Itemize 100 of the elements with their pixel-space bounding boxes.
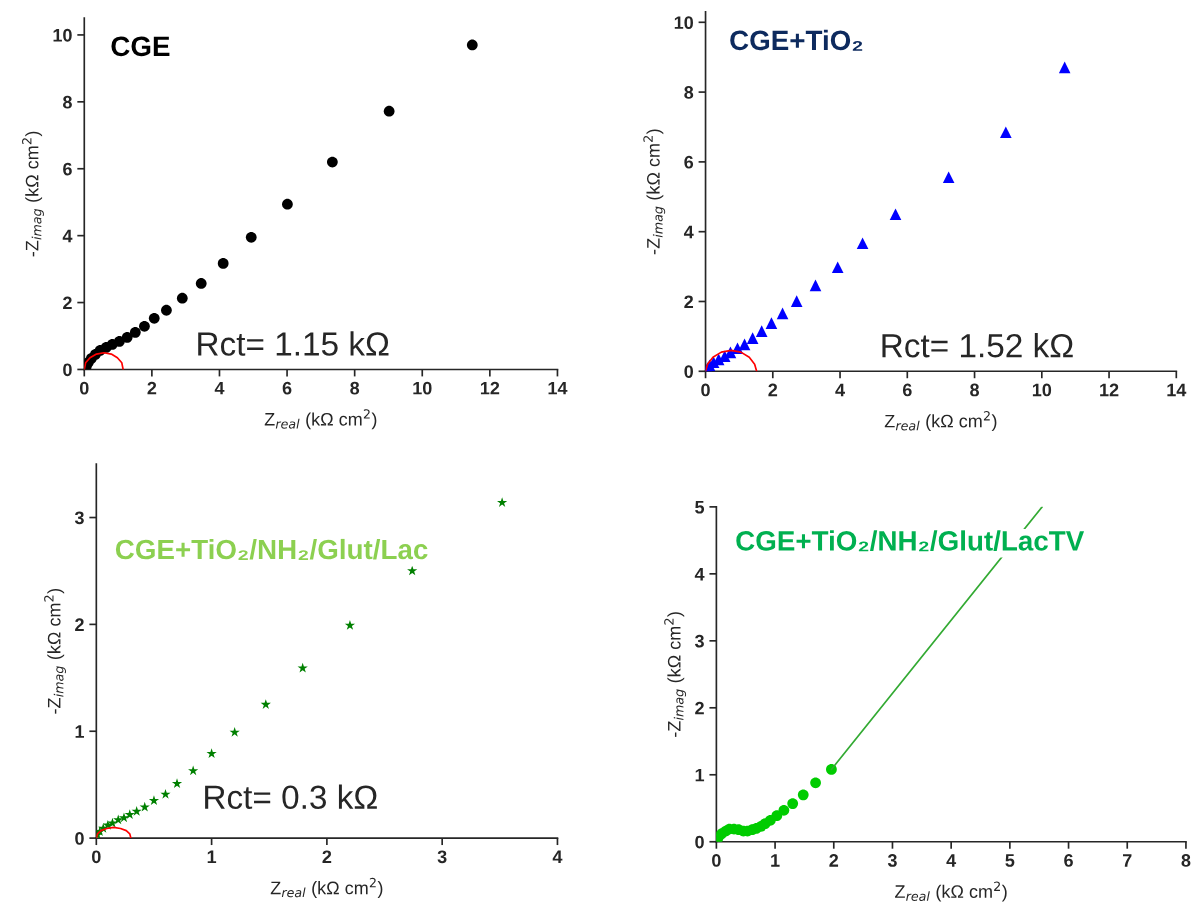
x-tick-label: 3 — [437, 850, 447, 864]
point — [160, 788, 171, 799]
x-tick-label: 2 — [768, 383, 778, 397]
point — [148, 312, 160, 324]
point — [171, 778, 183, 788]
y-tick-label: 8 — [684, 86, 694, 99]
point — [787, 798, 799, 809]
x-tick-label: 12 — [480, 381, 500, 395]
y-tick-label: 0 — [63, 363, 72, 377]
x-tick-label: 1 — [207, 850, 217, 863]
point — [1000, 126, 1012, 139]
x-tick-label: 14 — [1167, 383, 1187, 397]
text: CGE — [111, 36, 170, 57]
y-axis-title: -Z$_{imag}$ (kΩ cm$^{2}$) — [22, 131, 44, 257]
x-tick-label: 2 — [829, 854, 839, 867]
y-tick-label: 3 — [694, 634, 704, 648]
point — [121, 331, 133, 343]
point — [778, 804, 790, 816]
point — [797, 789, 809, 801]
point — [942, 171, 955, 184]
y-tick-label: 0 — [695, 835, 704, 849]
x-tick-label: 6 — [902, 383, 912, 397]
point — [195, 278, 207, 289]
x-tick-label: 4 — [214, 381, 225, 395]
y-tick-label: 0 — [684, 365, 693, 378]
point — [131, 806, 142, 816]
point — [114, 335, 125, 347]
point — [206, 748, 217, 759]
point — [466, 39, 478, 51]
x-axis-title: Z$_{real}$ (kΩ cm$^{2}$) — [264, 409, 377, 430]
x-tick-label: 1 — [771, 854, 780, 867]
y-tick-label: 2 — [75, 618, 84, 631]
point — [282, 198, 293, 210]
point — [326, 156, 338, 168]
point — [245, 231, 257, 243]
point — [217, 258, 229, 269]
x-tick-label: 4 — [946, 854, 957, 867]
point — [188, 765, 199, 776]
point — [497, 497, 508, 507]
point — [790, 295, 803, 307]
y-tick-label: 1 — [695, 768, 705, 782]
point — [1058, 61, 1071, 74]
point — [810, 777, 821, 789]
point — [889, 208, 902, 221]
x-tick-label: 2 — [322, 850, 332, 863]
point — [139, 801, 150, 812]
point — [755, 325, 768, 337]
x-tick-label: 3 — [887, 854, 897, 867]
x-axis-title: Z$_{real}$ (kΩ cm$^{2}$) — [270, 877, 383, 898]
x-tick-label: 4 — [835, 383, 845, 397]
text: CGE+TiO₂ — [730, 29, 863, 51]
y-axis-title: -Z$_{imag}$ (kΩ cm$^{2}$) — [664, 612, 687, 737]
point — [856, 237, 869, 250]
point — [344, 620, 356, 630]
x-axis-title: Z$_{real}$ (kΩ cm$^{2}$) — [884, 411, 997, 432]
x-tick-label: 2 — [147, 381, 157, 395]
y-tick-label: 3 — [74, 511, 84, 525]
annotation: Rct= 1.52 kΩ — [882, 333, 1073, 358]
point — [148, 795, 160, 806]
point — [776, 307, 789, 320]
y-axis-title: -Z$_{imag}$ (kΩ cm$^{2}$) — [643, 129, 666, 255]
y-tick-label: 2 — [684, 295, 694, 309]
point — [176, 292, 188, 304]
point — [831, 261, 844, 274]
annotation: Rct= 0.3 kΩ — [205, 784, 377, 810]
point — [161, 304, 172, 316]
y-tick-label: 10 — [674, 16, 693, 30]
y-tick-label: 4 — [683, 225, 694, 239]
x-tick-label: 0 — [92, 850, 101, 864]
x-tick-label: 6 — [282, 381, 292, 395]
y-tick-label: 6 — [63, 162, 72, 176]
x-tick-label: 8 — [350, 381, 360, 395]
text: CGE+TiO₂/NH₂/Glut/Lac — [115, 538, 428, 560]
x-tick-label: 12 — [1100, 383, 1119, 397]
annotation: Rct= 1.15 kΩ — [198, 331, 389, 356]
point — [383, 105, 395, 117]
x-tick-label: 5 — [1005, 854, 1015, 867]
point — [771, 810, 783, 822]
point — [297, 662, 308, 673]
x-tick-label: 4 — [552, 850, 563, 863]
point — [129, 326, 141, 338]
x-axis-title: Z$_{real}$ (kΩ cm$^{2}$) — [895, 881, 1007, 902]
x-tick-label: 7 — [1123, 854, 1132, 867]
x-tick-label: 0 — [712, 854, 721, 867]
y-tick-label: 0 — [75, 832, 84, 845]
point — [765, 317, 778, 329]
y-tick-label: 8 — [63, 95, 72, 109]
y-tick-label: 6 — [684, 155, 694, 169]
y-tick-label: 10 — [53, 28, 72, 42]
y-axis-title: -Z$_{imag}$ (kΩ cm$^{2}$) — [44, 588, 66, 714]
point — [407, 565, 418, 576]
y-tick-label: 1 — [75, 725, 85, 738]
y-tick-label: 2 — [63, 296, 72, 310]
point — [229, 726, 240, 737]
point — [124, 809, 135, 819]
point — [139, 320, 150, 332]
text: CGE+TiO₂/NH₂/Glut/LacTV — [736, 530, 1085, 552]
y-tick-label: 5 — [695, 500, 705, 514]
x-tick-label: 8 — [970, 383, 980, 397]
y-tick-label: 2 — [695, 701, 704, 715]
